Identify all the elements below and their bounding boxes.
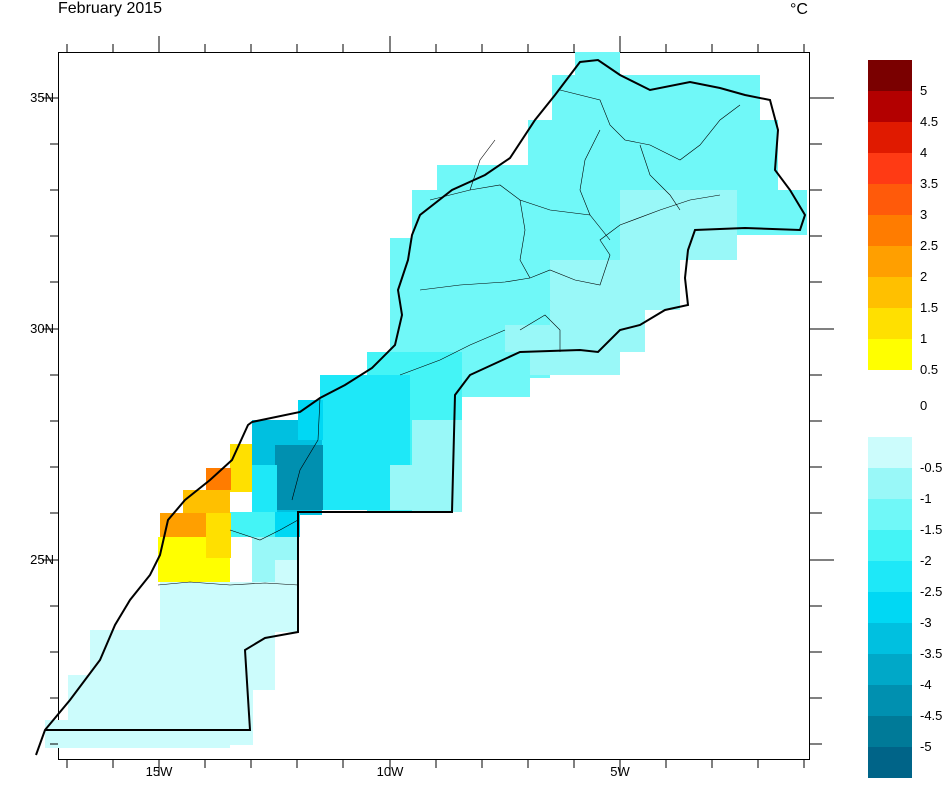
axis-ticks [42, 36, 834, 776]
legend-swatch [868, 60, 912, 91]
legend-swatch [868, 530, 912, 561]
grid-cell [390, 465, 460, 510]
legend-warm-label: 4 [920, 145, 928, 160]
legend-swatch [868, 277, 912, 308]
anomaly-grid [45, 52, 807, 748]
legend-warm-label: 3.5 [920, 176, 939, 191]
legend-swatch [868, 153, 912, 184]
country-border [35, 58, 807, 756]
legend-cool-label: -4 [920, 677, 932, 692]
lon-label-10w: 10W [376, 764, 404, 779]
lat-label-30n: 30N [30, 321, 54, 336]
grid-cell [45, 720, 230, 748]
legend-swatch [868, 308, 912, 339]
units-label: °C [790, 1, 808, 18]
legend-warm-label: 5 [920, 83, 928, 98]
lat-label-35n: 35N [30, 90, 54, 105]
lat-label-25n: 25N [30, 552, 54, 567]
legend-swatch [868, 184, 912, 215]
legend-swatch [868, 499, 912, 530]
lon-label-5w: 5W [610, 764, 630, 779]
region-borders [157, 89, 741, 586]
grid-cell [252, 465, 277, 515]
grid-cell [160, 513, 208, 537]
legend-cool-label: -5 [920, 739, 932, 754]
legend-warm-label: 2 [920, 269, 928, 284]
grid-cell [620, 240, 680, 310]
legend-swatch [868, 91, 912, 122]
legend-cool-label: -0.5 [920, 460, 943, 475]
lon-label-15w: 15W [145, 764, 173, 779]
legend-cool-label: -3.5 [920, 646, 943, 661]
grid-cell [206, 468, 231, 490]
legend-cool-label: -1.5 [920, 522, 943, 537]
legend-swatch [868, 215, 912, 246]
legend-swatch [868, 654, 912, 685]
legend-swatch [868, 339, 912, 370]
legend-swatch [868, 623, 912, 654]
legend-warm-label: 3 [920, 207, 928, 222]
legend-label-zero: 0 [920, 398, 928, 413]
legend-cool-label: -4.5 [920, 708, 943, 723]
legend-swatch [868, 561, 912, 592]
legend-swatch [868, 246, 912, 277]
legend-warm-label: 4.5 [920, 114, 939, 129]
legend-swatch [868, 468, 912, 499]
legend-swatch [868, 592, 912, 623]
legend-swatch [868, 747, 912, 778]
legend-cool-label: -2 [920, 553, 932, 568]
grid-cell [206, 513, 231, 558]
legend-swatch [868, 437, 912, 468]
legend-warm-label: 1.5 [920, 300, 939, 315]
legend-cool-label: -3 [920, 615, 932, 630]
grid-cell [575, 52, 620, 82]
legend-cool-label: -1 [920, 491, 932, 506]
legend-swatch [868, 685, 912, 716]
grid-cell [183, 490, 230, 515]
grid-cell [275, 512, 300, 537]
grid-cell [275, 445, 323, 510]
legend-warm-label: 0.5 [920, 362, 939, 377]
legend-cool-label: -2.5 [920, 584, 943, 599]
map-title: February 2015 [58, 0, 163, 17]
legend-swatch [868, 122, 912, 153]
grid-cell [230, 444, 252, 492]
legend-warm-label: 2.5 [920, 238, 939, 253]
legend-warm-label: 1 [920, 331, 928, 346]
legend-swatch [868, 716, 912, 747]
grid-cell [160, 582, 297, 632]
